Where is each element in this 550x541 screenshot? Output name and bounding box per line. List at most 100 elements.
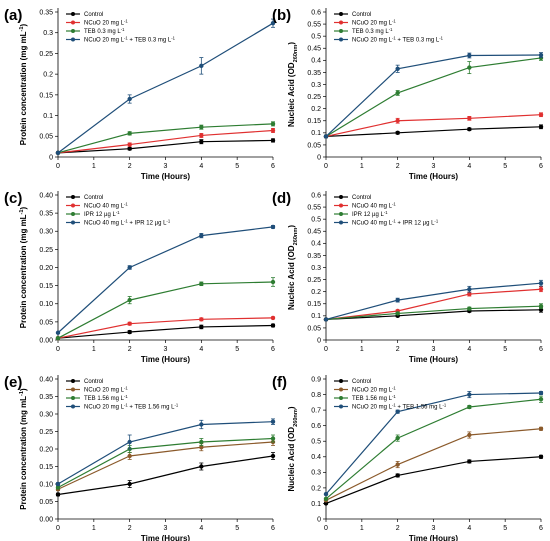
y-tick-label: 0 (317, 516, 321, 523)
legend-label: NCuO 20 mg L-1 (84, 18, 128, 27)
data-point (467, 287, 472, 292)
x-tick-label: 1 (360, 525, 364, 532)
x-tick-label: 6 (271, 163, 275, 170)
legend-swatch-marker (71, 20, 75, 25)
x-tick-label: 6 (271, 346, 275, 353)
y-tick-label: 0.1 (311, 501, 321, 508)
data-point (323, 501, 329, 506)
y-tick-label: 0.10 (39, 481, 53, 488)
series-1 (323, 306, 544, 322)
x-tick-label: 3 (164, 346, 168, 353)
x-tick-label: 1 (92, 346, 96, 353)
data-point (199, 464, 204, 469)
legend-label: Control (352, 379, 371, 385)
series-3 (55, 277, 276, 341)
y-tick-label: 0.9 (311, 376, 321, 383)
series-line (325, 392, 542, 495)
series-line (325, 282, 542, 321)
data-point (199, 63, 204, 69)
y-tick-label: 0.3 (43, 30, 53, 37)
y-tick-label: 0.8 (311, 392, 321, 399)
series-line (325, 456, 542, 505)
y-tick-label: 0.3 (311, 470, 321, 477)
legend-label: Control (84, 12, 103, 18)
y-tick-label: 0.2 (43, 72, 53, 79)
x-tick-label: 2 (128, 346, 132, 353)
y-tick-label: 0.25 (307, 94, 321, 101)
x-tick-label: 4 (467, 346, 471, 353)
y-tick-label: 0.05 (307, 325, 321, 332)
y-tick-label: 0.6 (311, 9, 321, 16)
x-tick-label: 6 (539, 346, 543, 353)
data-point (395, 409, 400, 414)
legend-swatch-marker (71, 379, 75, 383)
x-tick-label: 0 (56, 525, 60, 532)
y-tick-label: 0.45 (307, 46, 321, 53)
legend-swatch-marker (339, 12, 343, 16)
legend-label: TEB 1.56 mg L-1 (84, 394, 128, 403)
legend-swatch-marker (339, 203, 343, 208)
data-point (538, 281, 544, 286)
y-tick-label: 0.2 (311, 485, 321, 492)
series-line (325, 288, 542, 321)
data-point (127, 146, 132, 151)
y-tick-label: 0.3 (311, 82, 321, 89)
data-point (323, 491, 329, 497)
series-line (57, 324, 274, 339)
series-2 (55, 438, 276, 492)
y-tick-label: 0.30 (39, 229, 53, 236)
x-tick-label: 0 (56, 346, 60, 353)
y-axis-title: Protein concentration (mg mL-1) (19, 388, 28, 510)
legend-swatch-marker (339, 379, 343, 383)
y-tick-label: 0.25 (39, 51, 53, 58)
y-tick-label: 0 (317, 154, 321, 161)
y-tick-label: 0.00 (39, 516, 53, 523)
legend-label: NCuO 20 mg L-1 + TEB 0.3 mg L-1 (352, 35, 444, 44)
y-tick-label: 0.1 (43, 113, 53, 120)
legend-label: Control (352, 195, 371, 201)
data-point (467, 127, 472, 132)
y-tick-label: 0.15 (39, 464, 53, 471)
data-point (199, 422, 204, 427)
y-tick-label: 0.20 (39, 446, 53, 453)
legend-label: Control (352, 12, 371, 18)
x-tick-label: 2 (396, 525, 400, 532)
y-tick-label: 0.05 (39, 499, 53, 506)
legend-swatch-marker (339, 20, 343, 25)
x-axis-title: Time (Hours) (409, 534, 459, 541)
x-tick-label: 5 (503, 525, 507, 532)
legend-label: TEB 1.56 mg L-1 (352, 394, 396, 403)
data-point (55, 492, 61, 497)
legend-label: TEB 0.3 mg L-1 (352, 27, 393, 36)
legend-label: TEB 0.3 mg L-1 (84, 27, 125, 36)
legend-swatch-marker (71, 396, 75, 400)
y-tick-label: 0.4 (311, 58, 321, 65)
series-line (325, 428, 542, 501)
data-point (199, 133, 204, 138)
series-line (57, 421, 274, 485)
y-tick-label: 0.4 (311, 241, 321, 248)
data-point (538, 426, 544, 431)
data-point (467, 404, 472, 410)
data-point (270, 436, 276, 441)
data-point (395, 90, 400, 96)
y-tick-label: 0 (49, 154, 53, 161)
x-tick-label: 1 (92, 525, 96, 532)
series-line (325, 126, 542, 138)
series-line (57, 123, 274, 154)
y-axis-title: Protein concentration (mg mL-1) (19, 206, 28, 328)
data-point (538, 112, 544, 117)
legend-label: NCuO 40 mg L-1 + IPR 12 µg L-1 (352, 218, 439, 227)
y-tick-label: 0.05 (307, 142, 321, 149)
series-line (325, 57, 542, 137)
y-tick-label: 0.40 (39, 192, 53, 199)
x-tick-label: 0 (324, 346, 328, 353)
data-point (199, 317, 204, 322)
series-1 (323, 124, 544, 139)
series-line (57, 22, 274, 154)
legend-label: NCuO 20 mg L-1 + TEB 0.3 mg L-1 (84, 35, 176, 44)
series-3 (323, 303, 544, 322)
panel-letter: (b) (272, 7, 291, 24)
